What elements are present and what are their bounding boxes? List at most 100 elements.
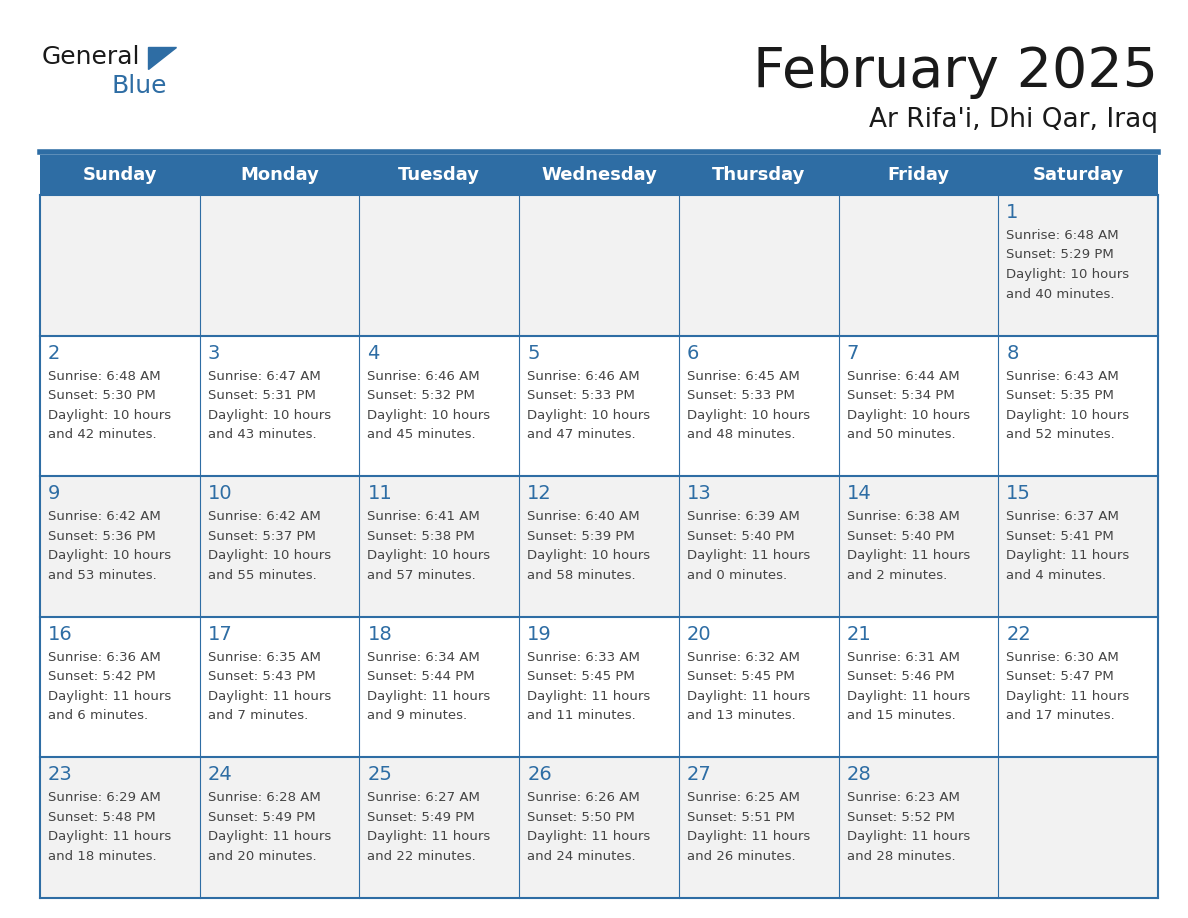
- Text: 17: 17: [208, 625, 233, 644]
- Text: and 58 minutes.: and 58 minutes.: [527, 568, 636, 582]
- Text: Daylight: 11 hours: Daylight: 11 hours: [847, 831, 969, 844]
- Text: Daylight: 11 hours: Daylight: 11 hours: [1006, 549, 1130, 562]
- Text: and 15 minutes.: and 15 minutes.: [847, 710, 955, 722]
- Text: Daylight: 11 hours: Daylight: 11 hours: [208, 689, 331, 703]
- Text: Daylight: 11 hours: Daylight: 11 hours: [48, 831, 171, 844]
- Text: and 22 minutes.: and 22 minutes.: [367, 850, 476, 863]
- Text: Sunrise: 6:40 AM: Sunrise: 6:40 AM: [527, 510, 640, 523]
- Text: Sunset: 5:49 PM: Sunset: 5:49 PM: [367, 811, 475, 823]
- Text: 10: 10: [208, 484, 233, 503]
- Text: 28: 28: [847, 766, 871, 784]
- Text: and 24 minutes.: and 24 minutes.: [527, 850, 636, 863]
- Text: and 40 minutes.: and 40 minutes.: [1006, 287, 1114, 300]
- Text: and 7 minutes.: and 7 minutes.: [208, 710, 308, 722]
- Text: Sunrise: 6:35 AM: Sunrise: 6:35 AM: [208, 651, 321, 664]
- Text: Sunrise: 6:30 AM: Sunrise: 6:30 AM: [1006, 651, 1119, 664]
- Text: 18: 18: [367, 625, 392, 644]
- Text: and 18 minutes.: and 18 minutes.: [48, 850, 157, 863]
- Text: Sunrise: 6:31 AM: Sunrise: 6:31 AM: [847, 651, 960, 664]
- Text: and 4 minutes.: and 4 minutes.: [1006, 568, 1106, 582]
- Text: Sunset: 5:52 PM: Sunset: 5:52 PM: [847, 811, 954, 823]
- Text: Daylight: 10 hours: Daylight: 10 hours: [208, 409, 330, 421]
- Text: Sunrise: 6:41 AM: Sunrise: 6:41 AM: [367, 510, 480, 523]
- Text: 26: 26: [527, 766, 552, 784]
- Text: 6: 6: [687, 343, 700, 363]
- Text: Sunrise: 6:37 AM: Sunrise: 6:37 AM: [1006, 510, 1119, 523]
- Text: Sunrise: 6:27 AM: Sunrise: 6:27 AM: [367, 791, 480, 804]
- Text: Sunrise: 6:38 AM: Sunrise: 6:38 AM: [847, 510, 960, 523]
- Text: Daylight: 10 hours: Daylight: 10 hours: [527, 549, 650, 562]
- Text: Wednesday: Wednesday: [541, 166, 657, 184]
- Text: Sunset: 5:33 PM: Sunset: 5:33 PM: [527, 389, 636, 402]
- Text: Sunrise: 6:42 AM: Sunrise: 6:42 AM: [208, 510, 321, 523]
- Text: 14: 14: [847, 484, 871, 503]
- Text: Daylight: 11 hours: Daylight: 11 hours: [1006, 689, 1130, 703]
- Text: Sunset: 5:32 PM: Sunset: 5:32 PM: [367, 389, 475, 402]
- Text: Sunset: 5:37 PM: Sunset: 5:37 PM: [208, 530, 316, 543]
- Text: Sunset: 5:36 PM: Sunset: 5:36 PM: [48, 530, 156, 543]
- Text: and 57 minutes.: and 57 minutes.: [367, 568, 476, 582]
- Text: Sunset: 5:34 PM: Sunset: 5:34 PM: [847, 389, 954, 402]
- Text: 4: 4: [367, 343, 380, 363]
- Text: Daylight: 11 hours: Daylight: 11 hours: [367, 831, 491, 844]
- Text: Sunrise: 6:42 AM: Sunrise: 6:42 AM: [48, 510, 160, 523]
- Text: Sunrise: 6:48 AM: Sunrise: 6:48 AM: [48, 370, 160, 383]
- Text: Daylight: 11 hours: Daylight: 11 hours: [687, 831, 810, 844]
- Text: Sunset: 5:40 PM: Sunset: 5:40 PM: [687, 530, 795, 543]
- Text: Sunrise: 6:28 AM: Sunrise: 6:28 AM: [208, 791, 321, 804]
- Text: Sunrise: 6:33 AM: Sunrise: 6:33 AM: [527, 651, 640, 664]
- Text: 27: 27: [687, 766, 712, 784]
- Text: Sunday: Sunday: [83, 166, 157, 184]
- Text: Sunset: 5:45 PM: Sunset: 5:45 PM: [687, 670, 795, 683]
- Text: Daylight: 10 hours: Daylight: 10 hours: [847, 409, 969, 421]
- Text: Sunrise: 6:32 AM: Sunrise: 6:32 AM: [687, 651, 800, 664]
- Bar: [40, 155, 1158, 195]
- Text: and 26 minutes.: and 26 minutes.: [687, 850, 796, 863]
- Text: 23: 23: [48, 766, 72, 784]
- Text: Sunset: 5:35 PM: Sunset: 5:35 PM: [1006, 389, 1114, 402]
- Polygon shape: [148, 47, 176, 69]
- Text: Sunrise: 6:46 AM: Sunrise: 6:46 AM: [527, 370, 640, 383]
- Text: and 47 minutes.: and 47 minutes.: [527, 428, 636, 442]
- Text: 25: 25: [367, 766, 392, 784]
- Text: and 13 minutes.: and 13 minutes.: [687, 710, 796, 722]
- Text: Daylight: 11 hours: Daylight: 11 hours: [48, 689, 171, 703]
- Text: and 52 minutes.: and 52 minutes.: [1006, 428, 1116, 442]
- Text: Sunrise: 6:23 AM: Sunrise: 6:23 AM: [847, 791, 960, 804]
- Text: Sunrise: 6:45 AM: Sunrise: 6:45 AM: [687, 370, 800, 383]
- Text: Sunset: 5:38 PM: Sunset: 5:38 PM: [367, 530, 475, 543]
- Text: Sunrise: 6:25 AM: Sunrise: 6:25 AM: [687, 791, 800, 804]
- Text: 3: 3: [208, 343, 220, 363]
- Text: 5: 5: [527, 343, 539, 363]
- Text: Sunset: 5:47 PM: Sunset: 5:47 PM: [1006, 670, 1114, 683]
- Bar: [40, 617, 1158, 757]
- Text: 19: 19: [527, 625, 552, 644]
- Text: and 48 minutes.: and 48 minutes.: [687, 428, 795, 442]
- Text: Sunset: 5:45 PM: Sunset: 5:45 PM: [527, 670, 634, 683]
- Text: Daylight: 11 hours: Daylight: 11 hours: [367, 689, 491, 703]
- Text: Daylight: 10 hours: Daylight: 10 hours: [1006, 268, 1130, 281]
- Text: 15: 15: [1006, 484, 1031, 503]
- Text: General: General: [42, 45, 140, 69]
- Text: Sunset: 5:49 PM: Sunset: 5:49 PM: [208, 811, 315, 823]
- Text: and 55 minutes.: and 55 minutes.: [208, 568, 316, 582]
- Text: Saturday: Saturday: [1032, 166, 1124, 184]
- Text: 16: 16: [48, 625, 72, 644]
- Text: and 17 minutes.: and 17 minutes.: [1006, 710, 1116, 722]
- Text: and 20 minutes.: and 20 minutes.: [208, 850, 316, 863]
- Text: Daylight: 11 hours: Daylight: 11 hours: [527, 831, 650, 844]
- Text: Daylight: 11 hours: Daylight: 11 hours: [847, 689, 969, 703]
- Text: 9: 9: [48, 484, 61, 503]
- Text: Sunset: 5:43 PM: Sunset: 5:43 PM: [208, 670, 316, 683]
- Text: Daylight: 11 hours: Daylight: 11 hours: [687, 549, 810, 562]
- Text: Sunrise: 6:34 AM: Sunrise: 6:34 AM: [367, 651, 480, 664]
- Text: Daylight: 10 hours: Daylight: 10 hours: [48, 409, 171, 421]
- Text: Sunrise: 6:47 AM: Sunrise: 6:47 AM: [208, 370, 321, 383]
- Text: and 42 minutes.: and 42 minutes.: [48, 428, 157, 442]
- Text: Daylight: 11 hours: Daylight: 11 hours: [208, 831, 331, 844]
- Text: Thursday: Thursday: [712, 166, 805, 184]
- Text: Tuesday: Tuesday: [398, 166, 480, 184]
- Text: Sunset: 5:30 PM: Sunset: 5:30 PM: [48, 389, 156, 402]
- Text: Sunset: 5:42 PM: Sunset: 5:42 PM: [48, 670, 156, 683]
- Text: 8: 8: [1006, 343, 1018, 363]
